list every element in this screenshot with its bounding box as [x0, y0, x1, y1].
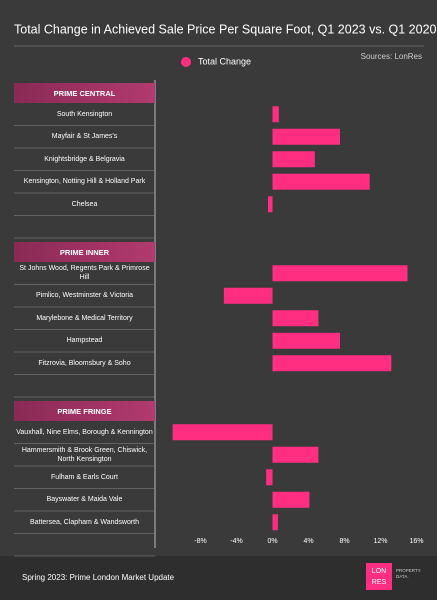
source: Sources: LonRes — [361, 52, 422, 61]
legend-swatch — [181, 57, 191, 67]
logo-text: LON — [372, 568, 386, 575]
bar — [272, 332, 340, 349]
x-tick-label: 8% — [339, 538, 349, 545]
bar — [272, 128, 340, 145]
y-tick-label: Fulham & Earls Court — [51, 473, 118, 481]
bar — [223, 287, 273, 304]
bar — [272, 310, 319, 327]
footer-text: Spring 2023: Prime London Market Update — [22, 573, 175, 582]
y-tick-label: Bayswater & Maida Vale — [46, 496, 123, 504]
logo-text: RES — [372, 579, 387, 586]
y-tick-label: Kensington, Notting Hill & Holland Park — [23, 178, 146, 186]
legend-label: Total Change — [198, 56, 251, 66]
bar — [272, 514, 278, 531]
bar — [272, 151, 315, 168]
x-tick-label: 4% — [303, 538, 313, 545]
group-header: PRIME CENTRAL — [53, 88, 116, 98]
bar — [172, 424, 273, 441]
x-tick-label: 12% — [373, 538, 387, 545]
bar — [272, 106, 279, 123]
bar — [266, 469, 273, 486]
bar — [272, 265, 408, 282]
x-tick-label: -4% — [230, 538, 242, 545]
y-tick-label: Hammersmith & Brook Green, Chiswick, Nor… — [21, 446, 148, 463]
bar — [272, 446, 319, 463]
bar — [272, 491, 310, 508]
y-tick-label: Vauxhall, Nine Elms, Borough & Kenningto… — [16, 428, 153, 436]
bar — [272, 355, 392, 372]
x-tick-label: 16% — [409, 538, 423, 545]
y-tick-label: Chelsea — [71, 200, 98, 208]
group-header-bg — [14, 242, 155, 262]
group-header: PRIME FRINGE — [57, 406, 112, 416]
group-header-bg — [14, 401, 155, 421]
logo-tagline: PROPERTY. — [396, 568, 421, 573]
group-header-bg — [14, 83, 155, 103]
group-header: PRIME INNER — [59, 247, 110, 257]
x-tick-label: 0% — [267, 538, 277, 545]
bar — [268, 196, 273, 213]
x-tick-label: -8% — [194, 538, 206, 545]
footer-band — [0, 556, 437, 600]
logo-tagline: DATA. — [396, 574, 409, 579]
y-tick-label: St Johns Wood, Regents Park & Primrose H… — [19, 265, 150, 282]
y-tick-label: Marylebone & Medical Territory — [36, 314, 133, 322]
y-tick-label: Battersea, Clapham & Wandsworth — [29, 518, 140, 526]
y-tick-label: South Kensington — [56, 110, 113, 118]
logo-box — [366, 563, 392, 590]
y-tick-label: Hampstead — [66, 337, 103, 345]
chart-title: Total Change in Achieved Sale Price Per … — [14, 22, 437, 36]
y-tick-label: Pimlico, Westminster & Victoria — [36, 292, 133, 300]
y-tick-label: Knightsbridge & Belgravia — [44, 155, 125, 163]
y-tick-label: Mayfair & St James's — [51, 133, 118, 141]
bar — [272, 173, 370, 190]
y-tick-label: Fitzrovia, Bloomsbury & Soho — [38, 359, 131, 367]
